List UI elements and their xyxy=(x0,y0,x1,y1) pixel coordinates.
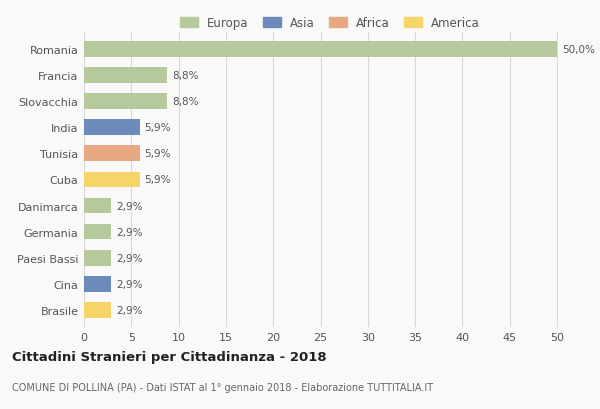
Text: Cittadini Stranieri per Cittadinanza - 2018: Cittadini Stranieri per Cittadinanza - 2… xyxy=(12,350,326,363)
Bar xyxy=(84,224,112,240)
Bar xyxy=(84,276,112,292)
Bar xyxy=(84,120,140,136)
Text: 2,9%: 2,9% xyxy=(116,279,143,289)
Bar xyxy=(84,42,557,58)
Bar xyxy=(84,302,112,318)
Text: 2,9%: 2,9% xyxy=(116,201,143,211)
Bar xyxy=(84,94,167,110)
Bar xyxy=(84,250,112,266)
Text: 50,0%: 50,0% xyxy=(562,45,595,55)
Text: COMUNE DI POLLINA (PA) - Dati ISTAT al 1° gennaio 2018 - Elaborazione TUTTITALIA: COMUNE DI POLLINA (PA) - Dati ISTAT al 1… xyxy=(12,382,433,392)
Legend: Europa, Asia, Africa, America: Europa, Asia, Africa, America xyxy=(176,13,484,34)
Text: 8,8%: 8,8% xyxy=(172,71,199,81)
Text: 8,8%: 8,8% xyxy=(172,97,199,107)
Text: 2,9%: 2,9% xyxy=(116,253,143,263)
Bar xyxy=(84,68,167,83)
Bar xyxy=(84,198,112,214)
Text: 2,9%: 2,9% xyxy=(116,227,143,237)
Text: 2,9%: 2,9% xyxy=(116,305,143,315)
Bar xyxy=(84,172,140,188)
Bar xyxy=(84,146,140,162)
Text: 5,9%: 5,9% xyxy=(145,123,171,133)
Text: 5,9%: 5,9% xyxy=(145,175,171,185)
Text: 5,9%: 5,9% xyxy=(145,149,171,159)
